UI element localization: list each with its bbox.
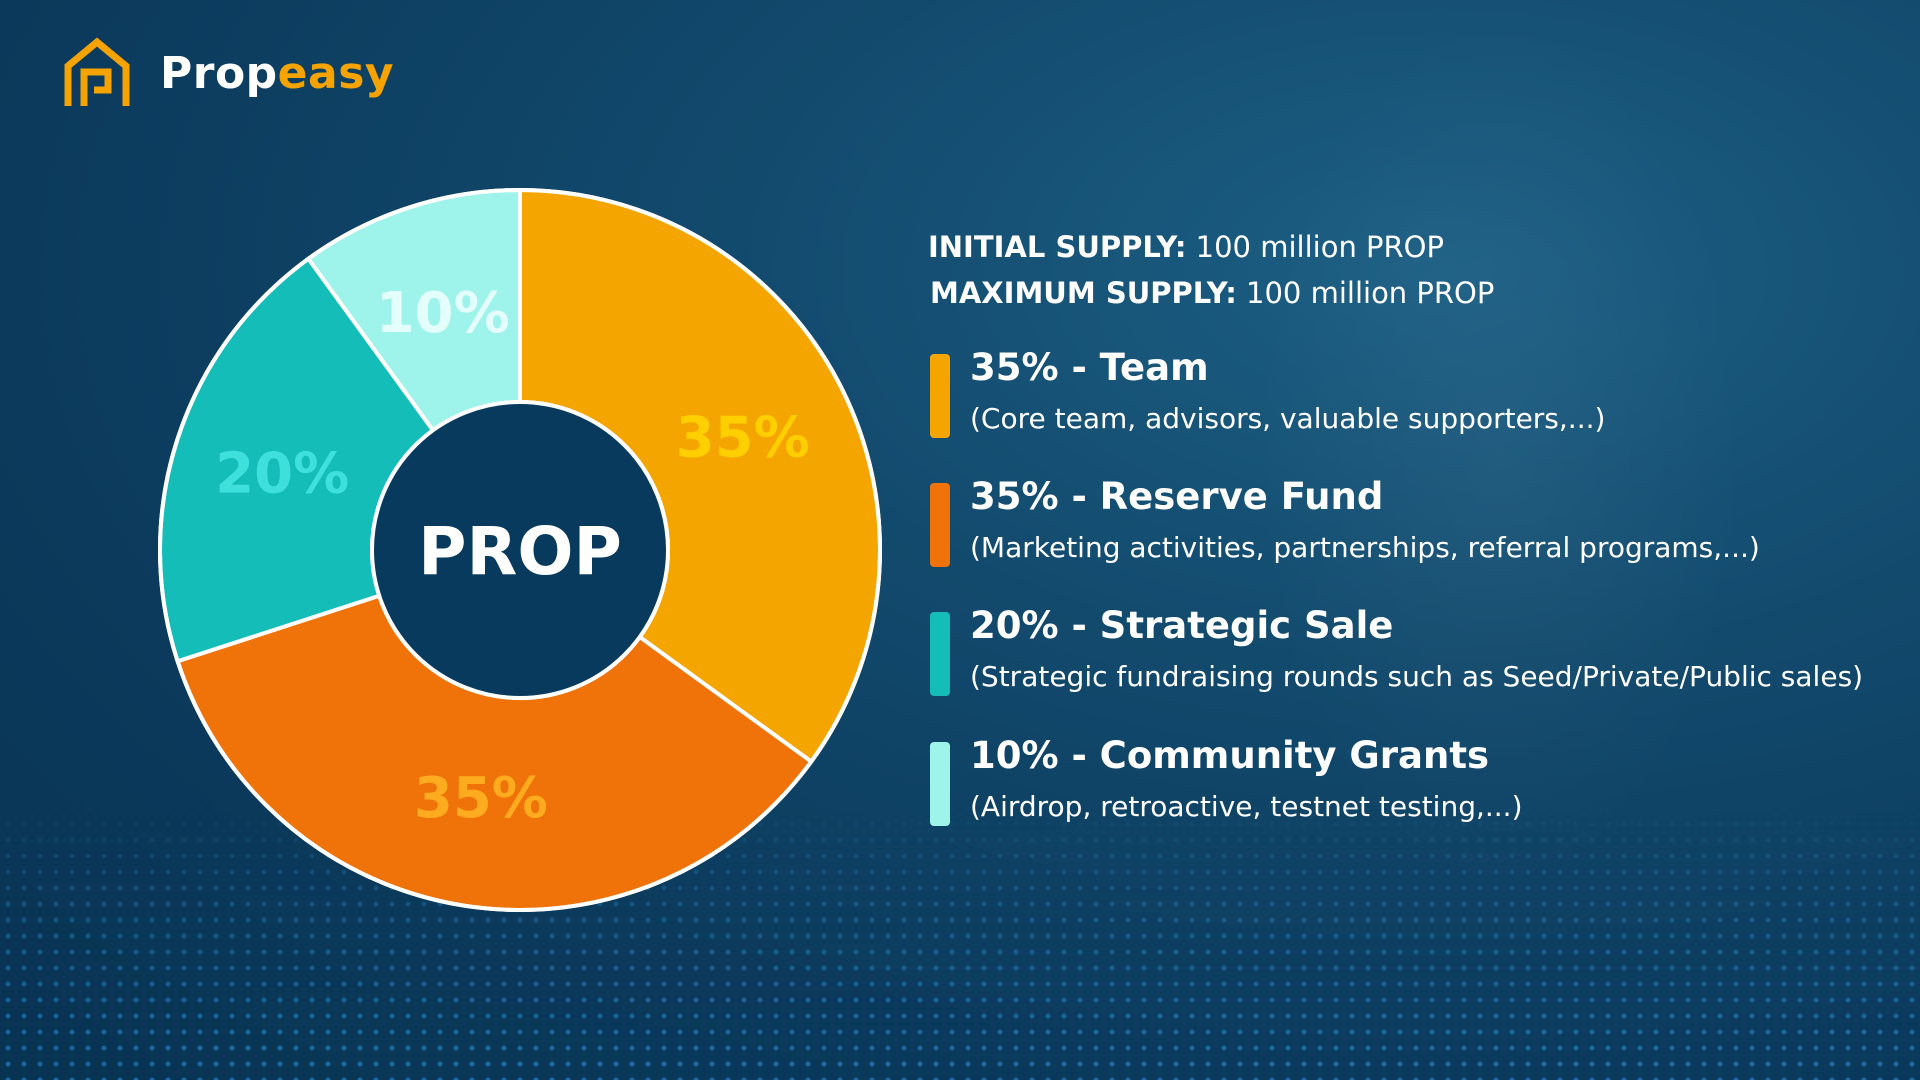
maximum-supply-value: 100 million PROP (1246, 276, 1495, 310)
legend-description: (Core team, advisors, valuable supporter… (970, 402, 1606, 435)
legend-description: (Strategic fundraising rounds such as Se… (970, 660, 1864, 693)
maximum-supply-label: MAXIMUM SUPPLY: (930, 276, 1237, 310)
slice-label: 35% (414, 766, 548, 831)
brand-name-part2: easy (277, 47, 395, 99)
legend-description: (Marketing activities, partnerships, ref… (970, 531, 1760, 564)
legend-color-bar (930, 742, 950, 826)
initial-supply: INITIAL SUPPLY: 100 million PROP (928, 230, 1444, 264)
legend-description: (Airdrop, retroactive, testnet testing,.… (970, 790, 1523, 823)
background-glow (1250, 0, 1750, 900)
legend-color-bar (930, 612, 950, 696)
brand-name: Propeasy (160, 48, 394, 99)
slice-label: 20% (215, 442, 349, 507)
donut-center-label: PROP (418, 513, 622, 590)
donut-center-hole (370, 400, 670, 700)
initial-supply-label: INITIAL SUPPLY: (928, 230, 1187, 264)
legend-title: 35% - Team (970, 346, 1209, 389)
legend-color-bar (930, 354, 950, 438)
house-p-icon (64, 37, 130, 106)
legend-color-bar (930, 483, 950, 567)
legend-title: 10% - Community Grants (970, 734, 1490, 777)
legend-title: 35% - Reserve Fund (970, 475, 1384, 518)
maximum-supply: MAXIMUM SUPPLY: 100 million PROP (930, 276, 1494, 310)
brand-logo[interactable]: Propeasy (60, 36, 394, 110)
donut-outer-border (158, 188, 882, 912)
token-allocation-donut-chart: PROP 35% 35% 20% 10% (158, 187, 882, 912)
slice-label: 10% (376, 281, 510, 346)
slice-label: 35% (676, 406, 810, 471)
initial-supply-value: 100 million PROP (1195, 230, 1444, 264)
legend-title: 20% - Strategic Sale (970, 604, 1394, 647)
brand-name-part1: Prop (160, 47, 278, 99)
